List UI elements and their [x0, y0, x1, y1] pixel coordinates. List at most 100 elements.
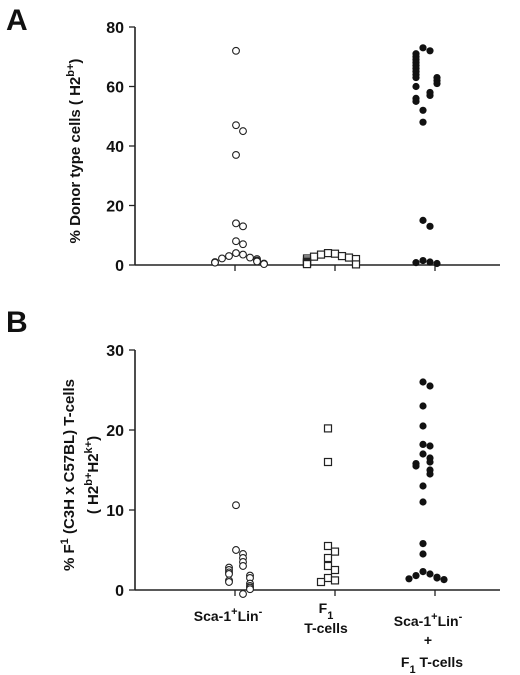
data-point-open: [239, 590, 247, 598]
category-label-f1: F1: [319, 600, 334, 622]
data-point-filled: [426, 382, 434, 390]
data-point-filled: [419, 440, 427, 448]
data-point-open: [239, 250, 247, 259]
category-label-sca: Sca-1+Lin-: [394, 611, 463, 629]
data-point-square: [344, 253, 354, 262]
data-point-open: [239, 562, 247, 570]
data-point-open: [232, 150, 240, 159]
data-point-square: [323, 561, 333, 571]
data-point-filled: [419, 568, 427, 576]
data-point-filled: [405, 575, 413, 583]
data-point-filled: [426, 458, 434, 466]
data-point-square: [316, 577, 326, 587]
data-point-filled: [426, 442, 434, 450]
category-label-sca: Sca-1+Lin-: [194, 606, 263, 624]
y-axis-label: % Donor type cells ( H2b+): [65, 59, 84, 244]
data-point-square: [323, 573, 333, 583]
y-tick-label: 20: [106, 199, 124, 216]
y-axis-label-line1: % F1 (C3H x C57BL) T-cells: [59, 379, 78, 571]
data-point-filled: [419, 256, 427, 265]
category-label-text: +: [424, 632, 432, 648]
data-point-filled: [412, 73, 420, 82]
category-labels: Sca-1+Lin- F1T-cells Sca-1+Lin- + F1 T-cells: [194, 600, 464, 675]
data-point-filled: [433, 79, 441, 88]
data-point-open: [232, 46, 240, 55]
data-point-filled: [412, 259, 420, 267]
data-point-filled: [412, 462, 420, 470]
data-point-filled: [419, 402, 427, 410]
panel-label-a: A: [6, 4, 28, 37]
panel-label-b: B: [6, 306, 28, 339]
y-tick-label: 80: [106, 20, 124, 37]
data-point-square: [351, 260, 361, 269]
y-axis-label-line2: ( H2b+H2k+): [83, 436, 102, 514]
data-point-open: [253, 257, 261, 266]
data-point-open: [260, 260, 268, 269]
data-point-square: [316, 250, 326, 259]
data-point-open: [239, 127, 247, 136]
panel-b-chart: 0 10 20 30 % F1 (C3H x C57BL) T-cells ( H2b+H…: [59, 343, 500, 600]
data-point-filled: [412, 82, 420, 91]
data-point-filled: [426, 91, 434, 100]
data-point-filled: [419, 378, 427, 386]
data-point-square: [337, 251, 347, 261]
data-point-square: [323, 457, 333, 467]
y-tick-label: 60: [106, 80, 124, 97]
data-point-open: [232, 121, 240, 130]
data-point-square: [323, 249, 333, 258]
y-tick-label: 10: [106, 503, 124, 520]
data-point-open: [232, 249, 240, 258]
data-point-filled: [419, 118, 427, 126]
data-point-filled: [440, 576, 448, 584]
data-point-filled: [419, 216, 427, 224]
y-tick-label: 30: [106, 343, 124, 360]
data-point-filled: [426, 570, 434, 578]
data-point-square: [330, 249, 340, 258]
category-label-text: T-cells: [304, 620, 348, 636]
data-point-open: [218, 254, 226, 263]
data-point-open: [232, 546, 240, 554]
data-point-square: [323, 553, 333, 563]
data-point-filled: [426, 47, 434, 55]
y-tick-label: 20: [106, 423, 124, 440]
y-tick-label: 0: [115, 258, 124, 275]
category-label-f1: F1 T-cells: [401, 654, 463, 675]
data-point-filled: [419, 450, 427, 458]
panel-a-chart: 0 20 40 60 80 % Donor type cells ( H2b+): [65, 20, 500, 275]
data-point-filled: [419, 422, 427, 430]
data-point-filled: [419, 44, 427, 52]
data-point-open: [232, 237, 240, 246]
data-point-open: [225, 578, 233, 586]
data-point-filled: [419, 482, 427, 490]
data-point-open: [225, 570, 233, 578]
data-point-filled: [419, 106, 427, 114]
y-tick-label: 0: [115, 583, 124, 600]
data-point-filled: [426, 470, 434, 478]
data-point-open: [246, 253, 254, 262]
data-point-filled: [412, 97, 420, 105]
y-tick-label: 40: [106, 139, 124, 156]
data-point-open: [211, 258, 219, 267]
data-point-open: [239, 240, 247, 249]
data-point-open: [246, 585, 254, 594]
data-point-square: [330, 565, 340, 575]
data-point-square: [309, 252, 319, 261]
data-point-open: [232, 501, 240, 510]
data-point-open: [239, 222, 247, 231]
data-point-filled: [419, 540, 427, 548]
data-point-filled: [419, 550, 427, 558]
data-point-square: [330, 576, 340, 585]
data-point-square: [323, 541, 333, 551]
data-point-filled: [412, 572, 420, 580]
data-point-square: [330, 547, 340, 556]
data-point-open: [232, 219, 240, 228]
data-point-filled: [433, 574, 441, 582]
data-point-square: [323, 424, 333, 433]
data-point-filled: [419, 498, 427, 506]
data-point-square: [302, 260, 312, 269]
data-point-filled: [426, 222, 434, 230]
data-point-open: [225, 252, 233, 261]
data-point-filled: [426, 258, 434, 266]
data-point-filled: [433, 259, 441, 268]
